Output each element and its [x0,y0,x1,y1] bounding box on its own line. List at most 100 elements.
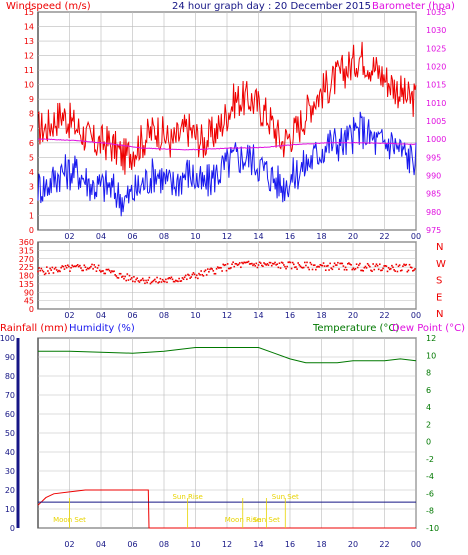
direction-point [227,267,230,270]
direction-point [156,276,158,279]
direction-point [113,270,115,273]
direction-point [235,263,238,265]
direction-point [186,278,188,281]
direction-point [324,269,327,271]
temperature-axis-label: Temperature (°C) [312,323,399,334]
direction-point [295,266,297,268]
direction-point [322,262,325,264]
direction-point [358,264,360,266]
direction-point [334,264,337,266]
y-tick-label: 1 [29,211,34,220]
direction-point [77,265,80,268]
direction-point [116,276,119,279]
direction-point [268,261,271,264]
direction-point [120,276,123,278]
direction-point [179,280,182,283]
direction-point [313,264,316,266]
x-tick-label: 18 [316,311,326,320]
x-tick-label: 12 [222,232,232,241]
direction-point [337,261,339,264]
y-tick-label: 360 [19,238,34,247]
direction-point [304,261,306,264]
direction-point [182,278,185,280]
y-tick-label: 1025 [426,44,446,53]
y-tick-label: 315 [19,246,34,255]
direction-point [315,268,317,271]
y-tick-label: 975 [426,226,441,235]
x-tick-label: 22 [379,311,389,320]
direction-point [259,262,262,264]
direction-point [347,263,349,265]
direction-point [199,274,201,276]
y-tick-label: 2 [29,197,34,206]
direction-point [374,265,377,267]
direction-point [299,265,302,268]
direction-point [279,267,282,269]
direction-point [59,270,61,273]
direction-point [39,269,42,272]
direction-point [140,279,143,281]
y-tick-label: 7 [29,124,34,133]
annotation-label: Moon Set [53,516,86,524]
x-tick-label: 14 [253,232,263,241]
direction-point [247,260,250,263]
x-tick-label: 02 [64,540,74,549]
direction-label: E [436,292,442,303]
direction-point [377,268,380,271]
direction-point [204,269,207,271]
direction-point [316,266,318,268]
y-tick-label: 2 [426,420,431,429]
direction-point [372,263,374,265]
direction-point [127,279,130,281]
direction-point [281,262,284,264]
direction-point [69,270,71,272]
direction-point [79,264,81,267]
direction-point [291,261,294,264]
direction-point [173,280,176,283]
direction-point [141,277,144,280]
direction-point [408,263,411,266]
direction-point [224,263,227,266]
direction-point [75,265,78,267]
direction-point [53,268,56,270]
rainfall-axis-label: Rainfall (mm) [0,323,68,334]
direction-point [394,270,397,272]
direction-point [307,266,309,269]
direction-point [189,277,191,279]
direction-point [405,263,408,266]
direction-point [234,262,237,265]
direction-label: N [436,309,443,320]
direction-point [222,263,225,266]
direction-point [255,262,258,265]
direction-point [340,262,342,265]
direction-point [335,264,338,266]
direction-point [397,265,400,268]
direction-point [119,272,122,275]
direction-point [162,280,165,283]
y-tick-label: 1015 [426,81,446,90]
direction-point [191,273,194,276]
direction-point [123,277,125,280]
direction-point [44,272,47,275]
direction-point [312,264,315,267]
direction-point [68,265,70,268]
x-tick-label: 00 [411,311,421,320]
direction-point [366,262,369,265]
direction-point [296,268,298,270]
direction-point [151,280,154,283]
direction-point [276,263,279,266]
direction-point [40,267,43,270]
direction-point [147,279,150,281]
y-tick-label: 135 [19,280,34,289]
direction-point [409,266,412,269]
direction-point [414,268,416,270]
y-tick-label: 180 [19,272,34,281]
direction-point [390,267,392,270]
direction-point [226,263,229,265]
direction-point [118,272,121,275]
y-tick-label: -4 [426,472,434,481]
direction-point [277,266,280,269]
direction-point [43,273,46,276]
direction-point [197,277,199,280]
direction-point [378,263,381,266]
